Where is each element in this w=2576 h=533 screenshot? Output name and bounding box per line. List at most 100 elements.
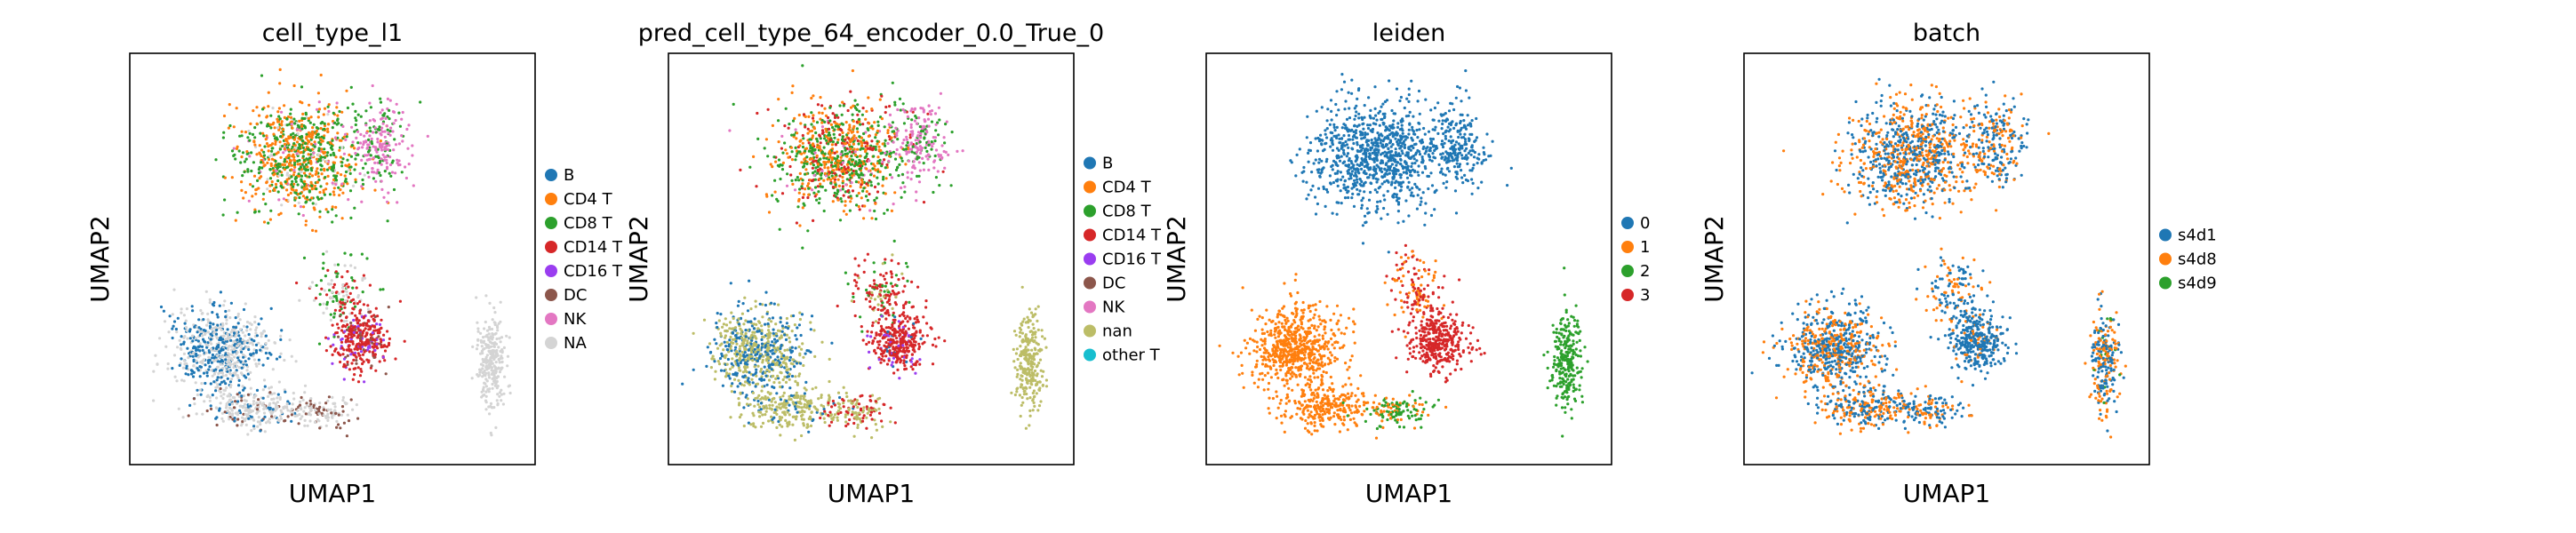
scatter-point bbox=[863, 259, 867, 262]
scatter-point bbox=[833, 191, 836, 195]
scatter-point bbox=[937, 106, 940, 109]
scatter-point bbox=[304, 174, 308, 178]
scatter-point bbox=[304, 167, 308, 171]
scatter-point bbox=[763, 365, 766, 369]
scatter-point bbox=[352, 367, 356, 370]
scatter-point bbox=[341, 290, 345, 293]
scatter-point bbox=[259, 401, 262, 404]
scatter-point bbox=[321, 157, 325, 162]
scatter-point bbox=[388, 117, 391, 121]
scatter-point bbox=[355, 355, 358, 359]
scatter-point bbox=[919, 132, 923, 136]
scatter-point bbox=[884, 105, 888, 109]
scatter-point bbox=[356, 380, 361, 384]
scatter-point bbox=[285, 178, 289, 181]
scatter-point bbox=[367, 175, 371, 179]
scatter-point bbox=[911, 145, 915, 148]
scatter-point bbox=[254, 192, 258, 195]
scatter-point bbox=[895, 133, 899, 138]
scatter-point bbox=[779, 434, 782, 437]
scatter-point bbox=[780, 416, 784, 419]
scatter-point bbox=[681, 382, 684, 386]
scatter-point bbox=[240, 155, 244, 159]
scatter-point bbox=[277, 419, 281, 423]
scatter-point bbox=[499, 300, 502, 304]
scatter-point bbox=[177, 407, 180, 410]
scatter-point bbox=[794, 375, 797, 378]
scatter-point bbox=[777, 140, 780, 144]
scatter-point bbox=[801, 195, 805, 199]
scatter-point bbox=[764, 394, 767, 399]
scatter-point bbox=[791, 401, 795, 404]
scatter-point bbox=[822, 209, 826, 213]
scatter-point bbox=[743, 351, 747, 354]
scatter-point bbox=[742, 365, 747, 369]
scatter-point bbox=[242, 361, 245, 364]
scatter-point bbox=[840, 150, 844, 154]
scatter-point bbox=[876, 142, 879, 146]
scatter-point bbox=[323, 147, 326, 151]
scatter-point bbox=[289, 191, 292, 195]
scatter-point bbox=[353, 373, 356, 377]
scatter-point bbox=[254, 331, 258, 335]
scatter-point bbox=[816, 146, 820, 149]
scatter-point bbox=[821, 405, 826, 409]
scatter-point bbox=[767, 318, 771, 322]
scatter-point bbox=[364, 123, 368, 127]
scatter-point bbox=[891, 81, 894, 84]
scatter-point bbox=[351, 378, 355, 381]
scatter-point bbox=[342, 294, 346, 298]
scatter-point bbox=[789, 398, 793, 402]
scatter-point bbox=[270, 415, 274, 418]
scatter-point bbox=[744, 331, 748, 335]
scatter-point bbox=[780, 168, 785, 171]
scatter-point bbox=[221, 419, 225, 423]
scatter-point bbox=[732, 390, 737, 394]
scatter-point bbox=[355, 359, 358, 362]
scatter-point bbox=[846, 166, 850, 170]
scatter-point bbox=[244, 334, 247, 338]
scatter-point bbox=[739, 382, 742, 386]
scatter-point bbox=[348, 368, 351, 371]
scatter-point bbox=[947, 153, 950, 156]
scatter-point bbox=[222, 334, 226, 338]
scatter-point bbox=[240, 180, 244, 184]
scatter-point bbox=[327, 123, 331, 126]
scatter-point bbox=[744, 347, 748, 351]
scatter-point bbox=[221, 396, 225, 401]
scatter-point bbox=[938, 155, 941, 158]
scatter-point bbox=[289, 107, 292, 111]
scatter-point bbox=[709, 350, 713, 354]
scatter-point bbox=[746, 341, 749, 346]
scatter-point bbox=[778, 402, 781, 406]
scatter-point bbox=[280, 123, 284, 126]
scatter-point bbox=[908, 147, 912, 151]
scatter-point bbox=[361, 353, 365, 356]
scatter-point bbox=[484, 390, 488, 394]
scatter-point bbox=[276, 393, 280, 396]
scatter-point bbox=[488, 328, 492, 331]
scatter-point bbox=[749, 307, 753, 311]
scatter-point bbox=[901, 141, 905, 145]
scatter-point bbox=[300, 124, 304, 128]
scatter-point bbox=[498, 394, 501, 398]
scatter-point bbox=[362, 322, 365, 325]
scatter-point bbox=[805, 349, 809, 353]
scatter-point bbox=[716, 325, 719, 330]
scatter-point bbox=[300, 139, 304, 142]
scatter-point bbox=[223, 299, 227, 303]
scatter-point bbox=[767, 324, 771, 329]
scatter-point bbox=[786, 172, 789, 176]
scatter-point bbox=[309, 115, 313, 119]
scatter-point bbox=[706, 346, 709, 349]
scatter-point bbox=[788, 348, 792, 352]
scatter-point bbox=[381, 122, 385, 125]
scatter-point bbox=[373, 188, 377, 192]
scatter-point bbox=[319, 163, 323, 167]
scatter-point bbox=[745, 402, 749, 406]
scatter-point bbox=[844, 200, 847, 203]
scatter-point bbox=[208, 399, 212, 402]
scatter-point bbox=[796, 131, 799, 135]
scatter-point bbox=[268, 189, 272, 193]
scatter-point bbox=[855, 107, 859, 112]
